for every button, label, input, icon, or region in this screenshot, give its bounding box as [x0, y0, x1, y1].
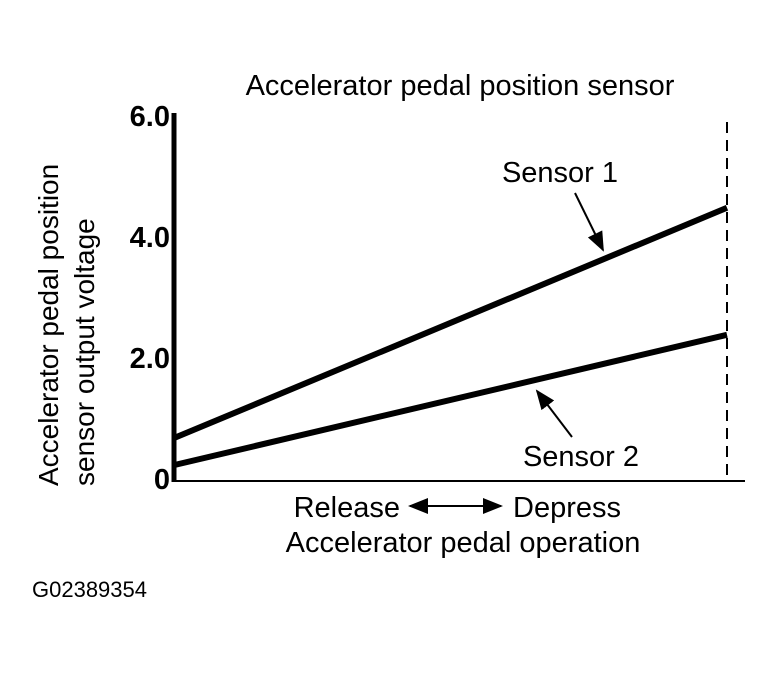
series-line-sensor-2 — [174, 331, 728, 468]
y-tick-label-4.0: 4.0 — [129, 222, 170, 254]
y-tick-label-0: 0 — [153, 464, 170, 496]
series-line-sensor-1 — [173, 204, 729, 441]
x-axis-label: Accelerator pedal operation — [285, 527, 641, 559]
y-tick-label-2.0: 2.0 — [129, 343, 170, 375]
x-axis-release-label: Release — [293, 492, 400, 524]
sensor-1-pointer-arrow — [574, 192, 604, 252]
series-lines-group — [173, 204, 729, 468]
series-label-sensor-2: Sensor 2 — [522, 441, 640, 473]
sensor-2-pointer-arrow — [535, 389, 573, 438]
x-axis-depress-label: Depress — [513, 492, 621, 524]
figure-id: G02389354 — [32, 577, 147, 602]
chart-title: Accelerator pedal position sensor — [245, 70, 675, 102]
series-label-sensor-1: Sensor 1 — [501, 157, 619, 189]
y-tick-label-6.0: 6.0 — [129, 101, 170, 133]
